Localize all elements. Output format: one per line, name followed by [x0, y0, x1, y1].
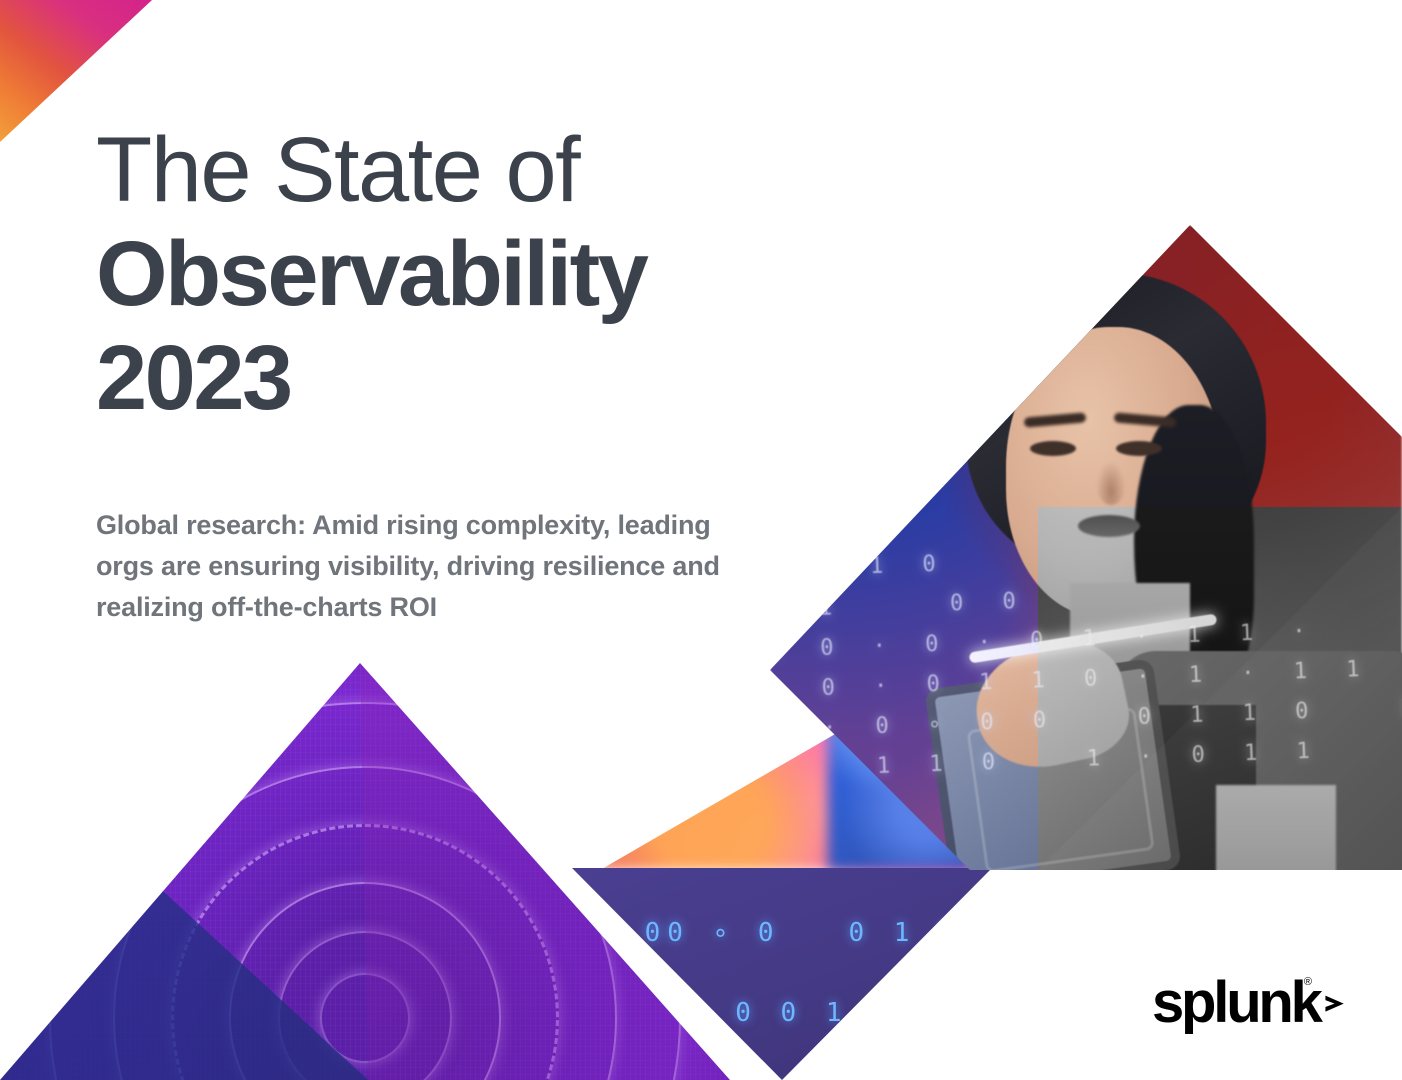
hand-shape [965, 630, 1137, 780]
portrait-binary-overlay: 1 0 1 0 1 0 0 1 0 · 0 · 0 1 · 1 1 · 0 · … [770, 539, 1402, 870]
title-line-2: Observability [96, 223, 649, 325]
binary-code-triangle: 1 1 00 ∘ 0 0 1 0 0 1 · 0 · 0 1 ' 0 1 1 0… [572, 868, 992, 1080]
bokeh-pink-orange [600, 655, 972, 870]
radar-noise-texture [0, 663, 730, 1080]
radar-purple-wedge [360, 663, 730, 1080]
page-title: The State of Observability 2023 [96, 118, 956, 430]
radar-ring [113, 766, 617, 1080]
radar-ring [278, 931, 452, 1080]
portrait-binary-text: 1 0 1 0 [770, 551, 950, 583]
binary-row: 1 0 1 1 ∘ · · 0 · 0 ∘ · [572, 1072, 992, 1080]
eyebrow-left [1023, 412, 1087, 428]
nose-shape [1096, 461, 1126, 505]
binary-code-rows: 1 1 00 ∘ 0 0 1 0 0 1 · 0 · 0 1 ' 0 1 1 0… [572, 874, 992, 1080]
stylus-pen [968, 613, 1218, 664]
hair-side-shape [1134, 405, 1254, 705]
radar-triangle-graphic [0, 663, 730, 1080]
radar-ring [320, 973, 410, 1063]
radar-background [0, 663, 730, 1080]
radar-ring [0, 663, 730, 1080]
eyebrow-right [1113, 412, 1177, 428]
portrait-binary-text: 1 0 · 0 · 0 1 · 1 1 · [770, 618, 1320, 663]
face-shape [1006, 327, 1221, 617]
portrait-binary-text: 1 0 0 [770, 588, 1030, 623]
subtitle: Global research: Amid rising complexity,… [96, 510, 720, 622]
portrait-binary-text: 0 · 0 ∘ 0 0 0 1 1 0 1 · 1 0 [770, 694, 1402, 743]
portrait-binary-text: 1 · 1 1 0 1 · 0 1 1 [771, 738, 1324, 783]
forearm-shape [1216, 785, 1336, 870]
lips-shape [1078, 515, 1140, 537]
radar-blue-wedge [0, 741, 368, 1080]
title-line-3: 2023 [96, 327, 293, 429]
binary-row: 1 · 0 0 1 0 1 0 0 · 1 1 ' 0 1 1 [599, 998, 985, 1028]
chevron-right-icon [1325, 995, 1344, 1012]
eye-right [1116, 441, 1162, 456]
radar-ring [229, 882, 501, 1080]
rugged-tablet-device [924, 658, 1182, 870]
splunk-wordmark: splunk [1152, 970, 1323, 1035]
eye-left [1030, 441, 1076, 456]
radar-blue-wedge-light [0, 741, 368, 1080]
radar-ring [0, 663, 730, 1080]
purple-vest-shape [1116, 651, 1402, 870]
splunk-logo: splunk ® [1152, 970, 1348, 1035]
registered-trademark-icon: ® [1303, 976, 1312, 988]
woman-technician-figure [920, 265, 1402, 870]
radar-ring [171, 824, 559, 1080]
binary-row: 1 1 00 ∘ 0 0 1 0 0 1 · 0 · 0 1 ' 0 1 1 0… [599, 918, 992, 948]
title-line-1: The State of [96, 119, 581, 221]
sleeve-shape [1220, 717, 1402, 870]
portrait-binary-text: 0 · 0 1 1 0 · 1 · 1 1 [770, 656, 1373, 703]
dark-vest-shape [1106, 705, 1256, 870]
radar-ring [49, 702, 681, 1080]
neck-shape [1070, 583, 1190, 723]
bokeh-blue-panel [828, 655, 972, 870]
hair-shape [966, 273, 1266, 573]
bokeh-triangle-graphic [600, 655, 972, 870]
